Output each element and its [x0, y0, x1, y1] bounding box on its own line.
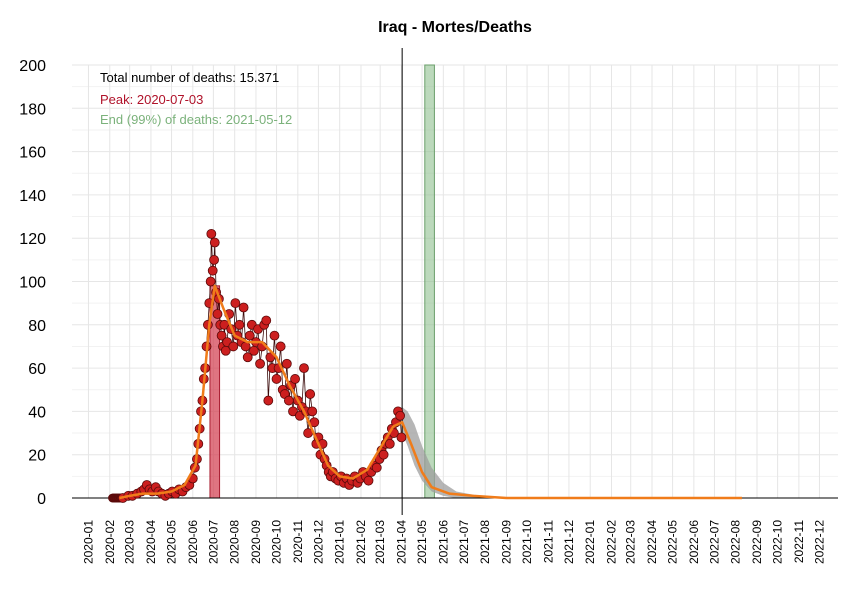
y-tick-label: 60 [28, 361, 46, 378]
data-point [238, 302, 249, 313]
data-point [371, 462, 382, 473]
data-point [228, 341, 239, 352]
y-tick-label: 100 [19, 275, 46, 292]
y-tick-label: 180 [19, 101, 46, 118]
y-tick-label: 40 [28, 404, 46, 421]
y-tick-label: 80 [28, 318, 46, 335]
data-point [216, 330, 227, 341]
data-points [108, 228, 407, 503]
data-point [234, 319, 245, 330]
y-tick-label: 200 [19, 58, 46, 75]
x-tick-label: 2022-03 [624, 520, 638, 564]
y-tick-label: 140 [19, 188, 46, 205]
y-tick-label: 160 [19, 145, 46, 162]
x-tick-label: 2022-07 [707, 520, 721, 564]
peak-annotation: Peak: 2020-07-03 [100, 92, 203, 107]
smooth-curve [119, 284, 742, 500]
x-tick-label: 2021-10 [520, 520, 534, 564]
x-tick-label: 2020-03 [123, 520, 137, 564]
x-tick-labels: 2020-01 2020-02 2020-03 2020-04 2020-05 2020-… [81, 520, 826, 564]
x-tick-label: 2020-11 [291, 520, 305, 563]
data-point [212, 309, 223, 319]
x-tick-label: 2020-06 [186, 520, 200, 564]
data-point [242, 352, 253, 363]
data-point [205, 276, 216, 287]
x-tick-label: 2021-01 [333, 520, 347, 564]
data-point [269, 330, 280, 341]
x-tick-label: 2021-07 [457, 520, 471, 564]
data-point [363, 475, 374, 486]
data-point [209, 237, 220, 248]
x-tick-label: 2021-11 [541, 520, 555, 563]
x-tick-label: 2021-06 [436, 520, 450, 564]
x-tick-label: 2020-07 [206, 520, 220, 564]
x-tick-label: 2022-05 [666, 520, 680, 564]
x-tick-label: 2022-01 [583, 520, 597, 564]
x-tick-label: 2022-04 [645, 520, 659, 564]
data-point [230, 298, 241, 309]
data-point [248, 345, 259, 356]
x-tick-label: 2020-01 [81, 520, 95, 564]
y-tick-label: 120 [19, 231, 46, 248]
smooth-line [119, 284, 742, 500]
x-tick-label: 2020-12 [311, 520, 325, 564]
x-tick-label: 2020-08 [228, 520, 242, 564]
data-point [244, 330, 255, 341]
data-point [305, 389, 316, 399]
y-tick-labels: 0 20 40 60 80 100 120 140 160 180 200 [19, 58, 46, 508]
data-point [206, 228, 217, 239]
x-tick-label: 2022-12 [812, 520, 826, 564]
data-point [207, 265, 218, 276]
x-tick-label: 2020-02 [103, 520, 117, 564]
data-point [307, 406, 318, 417]
forecast-band [402, 407, 495, 498]
data-point [290, 374, 300, 384]
data-point [281, 358, 292, 369]
x-tick-label: 2020-04 [144, 520, 158, 564]
x-tick-label: 2021-09 [499, 520, 513, 564]
total-deaths-annotation: Total number of deaths: 15.371 [100, 70, 279, 85]
data-point [283, 395, 294, 406]
chart-title: Iraq - Mortes/Deaths [378, 19, 532, 36]
x-tick-label: 2021-02 [354, 520, 368, 564]
data-point [396, 432, 407, 443]
x-tick-label: 2021-08 [478, 520, 492, 564]
end-band [424, 64, 435, 499]
x-tick-label: 2022-08 [729, 520, 743, 564]
grid [72, 64, 838, 499]
data-point [275, 341, 286, 352]
data-point [378, 449, 389, 460]
x-tick-label: 2021-03 [373, 520, 387, 564]
x-tick-label: 2022-10 [771, 520, 785, 564]
x-tick-label: 2022-11 [792, 520, 806, 563]
y-tick-label: 20 [28, 448, 46, 465]
x-tick-label: 2022-02 [604, 520, 618, 564]
x-tick-label: 2022-09 [750, 520, 764, 564]
data-point [299, 363, 309, 374]
x-tick-label: 2021-05 [415, 520, 429, 564]
data-point [271, 374, 282, 384]
x-tick-label: 2020-05 [165, 520, 179, 564]
x-tick-label: 2021-12 [562, 520, 576, 564]
data-point [384, 438, 395, 449]
data-point [395, 410, 405, 421]
y-tick-label: 0 [37, 491, 46, 508]
x-tick-label: 2022-06 [687, 520, 701, 564]
data-point [288, 406, 298, 417]
x-tick-label: 2020-09 [249, 520, 263, 564]
data-point [209, 254, 219, 265]
data-point [263, 395, 274, 406]
data-point [255, 358, 265, 369]
x-tick-label: 2021-04 [394, 520, 408, 564]
forecast-area [402, 407, 495, 498]
data-point [261, 315, 272, 326]
x-tick-label: 2020-10 [270, 520, 284, 564]
end-annotation: End (99%) of deaths: 2021-05-12 [100, 112, 292, 127]
